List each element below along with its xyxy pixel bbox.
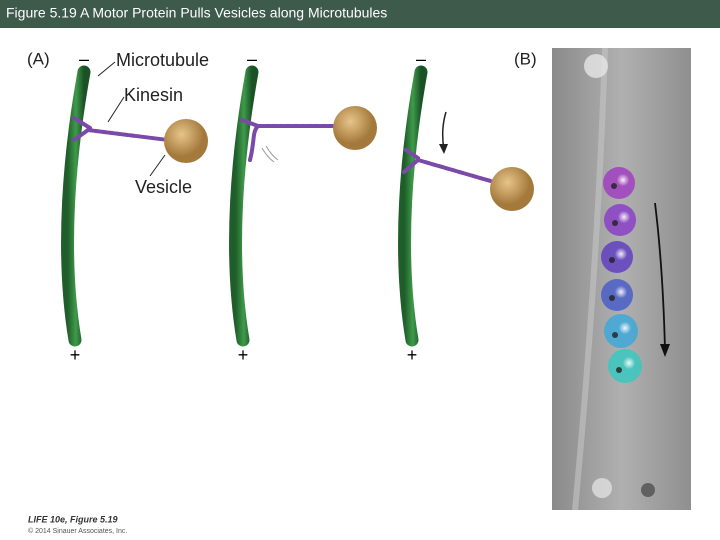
panel-label: (B) [514,49,537,68]
kinesin-head [72,116,92,142]
vesicle [490,167,534,211]
kinesin-head [402,148,420,174]
header-bar [0,0,720,28]
plus-end: + [238,345,249,365]
microtubule [61,65,91,347]
kinesin-stalk [86,128,170,142]
vesicle [164,119,208,163]
header-title: Figure 5.19 A Motor Protein Pulls Vesicl… [6,5,387,21]
minus-end: – [79,49,89,69]
footer-source: LIFE 10e, Figure 5.19 [28,514,118,524]
plus-end: + [70,345,81,365]
kinesin-stalk [416,158,496,184]
panel-label: (A) [27,49,50,68]
minus-end: – [416,49,426,69]
label-microtubule: Microtubule [116,50,209,70]
microtubules [61,65,428,347]
leader-lines [97,61,166,177]
vesicle [333,106,377,150]
motion-lines [261,145,279,163]
microtubule [398,65,428,347]
microtubule [229,65,259,347]
plus-end: + [407,345,418,365]
minus-end: – [247,49,257,69]
label-kinesin: Kinesin [124,85,183,105]
label-vesicle: Vesicle [135,177,192,197]
kinesin-head [240,118,260,162]
arrowhead [660,344,670,357]
arrowhead [439,144,448,154]
footer-copyright: © 2014 Sinauer Associates, Inc. [28,527,127,535]
kinesins [72,116,496,184]
micrograph [552,47,691,511]
direction-arrow [654,202,666,351]
